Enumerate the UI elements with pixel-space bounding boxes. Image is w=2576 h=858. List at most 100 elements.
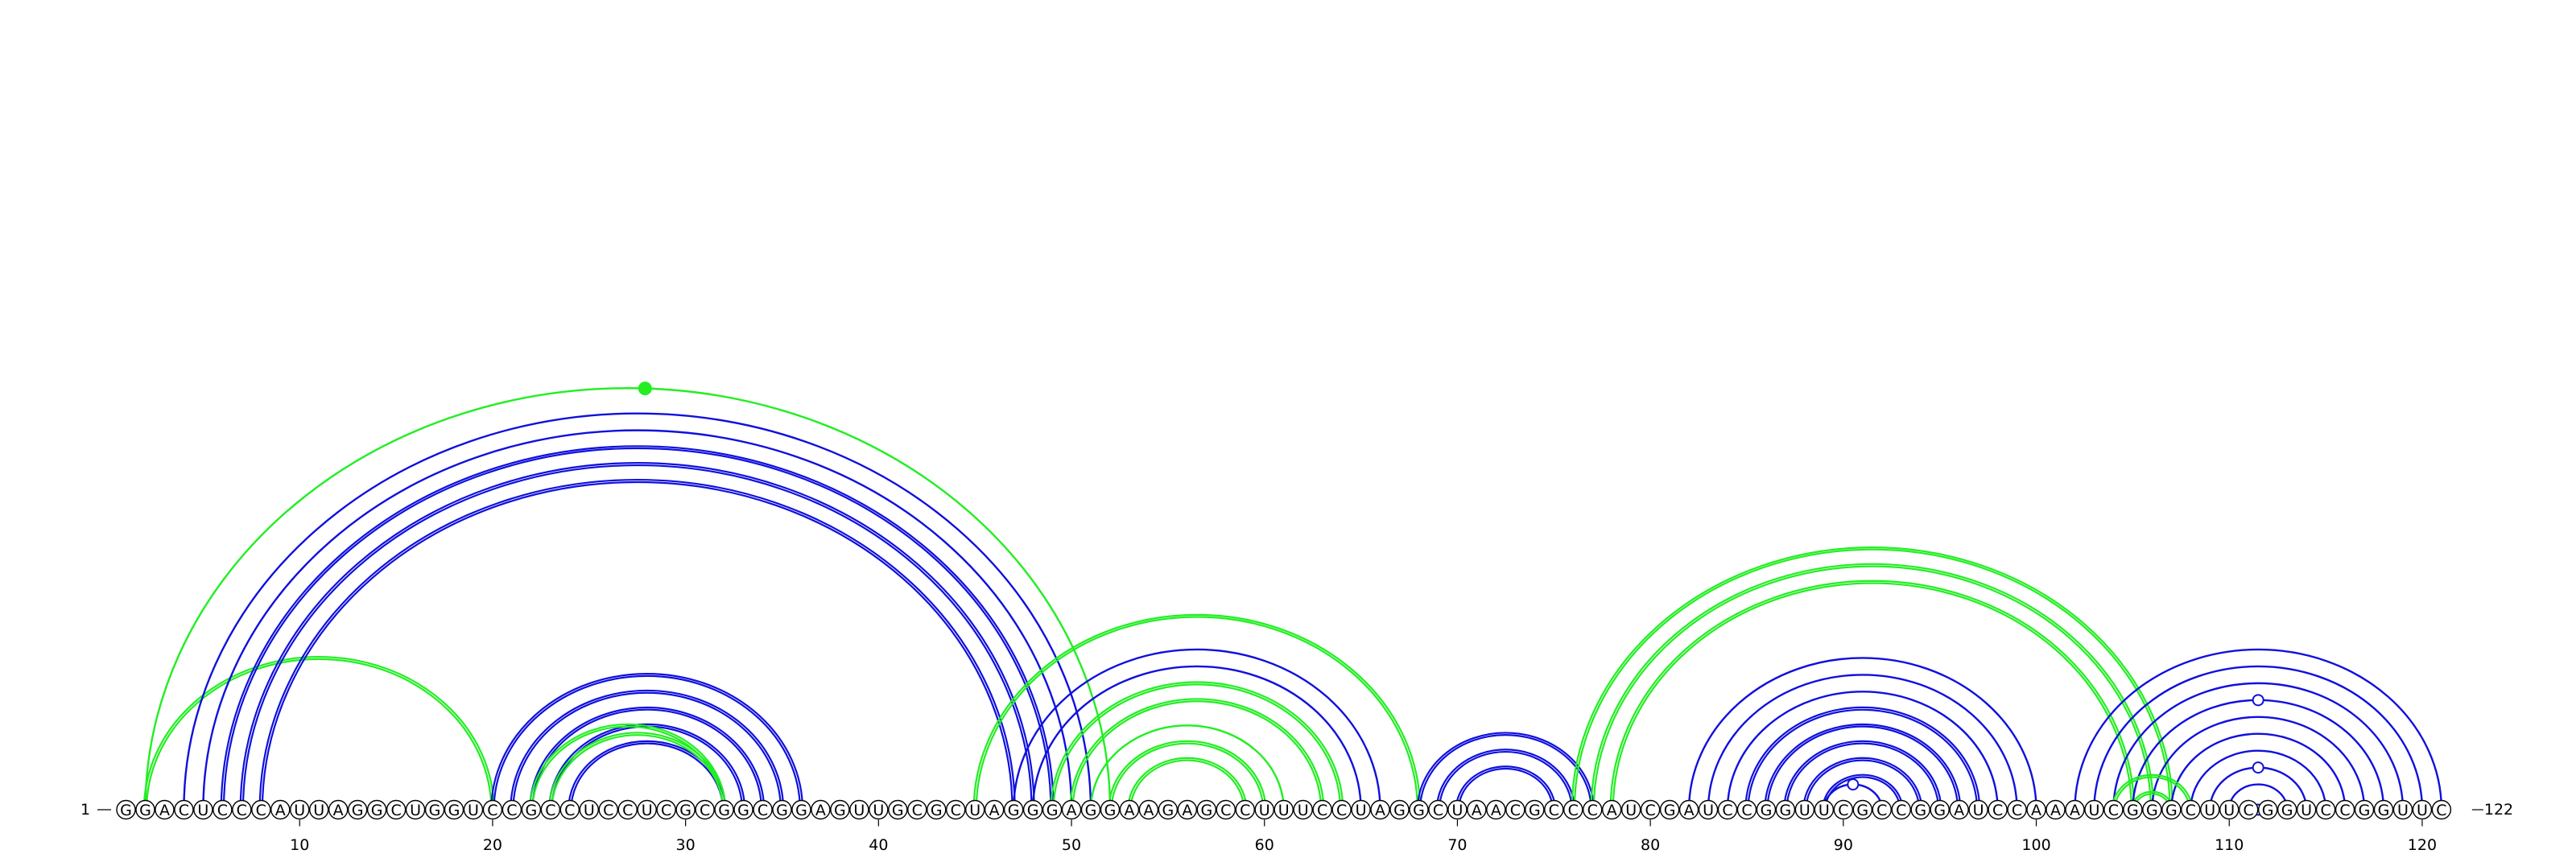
nucleotide-circle xyxy=(270,799,291,820)
nucleotide-circle xyxy=(2084,799,2104,820)
nucleotide-letter: A xyxy=(989,802,1000,819)
nucleotide-circle xyxy=(2161,799,2182,820)
nucleotide-circle xyxy=(1544,799,1564,820)
arc-22-32 xyxy=(531,725,724,811)
nucleotide-90: C xyxy=(1833,799,1854,820)
arc-49-64 xyxy=(1050,681,1344,811)
nucleotide-circle xyxy=(424,799,445,820)
nucleotide-letter: A xyxy=(1491,802,1501,819)
nucleotide-circle xyxy=(637,799,657,820)
nucleotide-letter: A xyxy=(2050,802,2061,819)
nucleotide-120: U xyxy=(2412,799,2433,820)
nucleotide-59: C xyxy=(1235,799,1255,820)
arc-76-107 xyxy=(1571,546,2174,811)
nucleotide-43: G xyxy=(927,799,947,820)
nucleotide-letter: C xyxy=(758,802,768,819)
arc-108-115 xyxy=(2190,749,2327,811)
arc-69-76 xyxy=(1435,749,1575,811)
nucleotide-circle xyxy=(2431,799,2452,820)
nucleotide-circle xyxy=(1447,799,1468,820)
nucleotide-circle xyxy=(2065,799,2085,820)
nucleotide-letter: G xyxy=(2262,802,2274,819)
nucleotide-letter: G xyxy=(2146,802,2158,819)
arc-2-20 xyxy=(145,658,493,811)
nucleotide-81: G xyxy=(1659,799,1680,820)
nucleotide-circle xyxy=(2046,799,2066,820)
nucleotide-letter: C xyxy=(564,802,575,819)
arc-7-48 xyxy=(239,462,1035,811)
nucleotide-113: G xyxy=(2277,799,2297,820)
arc-78-105 xyxy=(1609,580,2136,811)
nucleotide-letter: G xyxy=(526,802,538,819)
nucleotide-letter: A xyxy=(333,802,344,819)
nucleotide-letter: C xyxy=(506,802,517,819)
nucleotide-116: C xyxy=(2334,799,2355,820)
nucleotide-31: C xyxy=(695,799,715,820)
nucleotide-letter: C xyxy=(390,802,401,819)
nucleotide-circle xyxy=(675,799,696,820)
nucleotide-letter: G xyxy=(834,802,846,819)
arc-50-63 xyxy=(1071,700,1323,811)
arc-5-50 xyxy=(202,429,1073,811)
tick-label-20: 20 xyxy=(483,836,502,854)
nucleotide-letter: G xyxy=(1761,802,1773,819)
nucleotide-circle xyxy=(1274,799,1294,820)
nucleotide-circle xyxy=(1583,799,1603,820)
nucleotide-circle xyxy=(579,799,599,820)
arc-86-96 xyxy=(1764,723,1962,811)
arc-marker-3 xyxy=(2252,761,2264,774)
nucleotide-9: A xyxy=(270,799,291,820)
nucleotide-letter: U xyxy=(1259,802,1270,819)
nucleotide-letter: C xyxy=(2108,802,2119,819)
nucleotide-66: A xyxy=(1370,799,1390,820)
nucleotide-letter: C xyxy=(179,802,189,819)
nucleotide-letter: G xyxy=(2165,802,2178,819)
nucleotide-72: A xyxy=(1486,799,1506,820)
arc-23-33 xyxy=(548,723,746,811)
nucleotide-4: C xyxy=(174,799,194,820)
nucleotide-107: G xyxy=(2161,799,2182,820)
tick-label-100: 100 xyxy=(2021,836,2050,854)
nucleotide-71: A xyxy=(1467,799,1487,820)
nucleotide-letter: G xyxy=(1027,802,1039,819)
nucleotide-99: C xyxy=(2007,799,2027,820)
arc-marker-4 xyxy=(2252,694,2264,707)
nucleotide-92: C xyxy=(1872,799,1892,820)
nucleotide-79: U xyxy=(1620,799,1641,820)
nucleotide-letter: A xyxy=(1954,802,1964,819)
nucleotide-circle xyxy=(2238,799,2259,820)
nucleotide-circle xyxy=(2123,799,2143,820)
nucleotide-19: U xyxy=(463,799,484,820)
arc-103-120 xyxy=(2093,665,2424,811)
nucleotide-61: U xyxy=(1274,799,1294,820)
nucleotide-114: U xyxy=(2296,799,2317,820)
nucleotide-letter: U xyxy=(1625,802,1637,819)
nucleotide-27: C xyxy=(617,799,638,820)
nucleotide-circle xyxy=(251,799,271,820)
nucleotide-letter: U xyxy=(969,802,980,819)
nucleotide-circle xyxy=(2277,799,2297,820)
arc-50-63 xyxy=(1069,698,1325,811)
nucleotide-letter: C xyxy=(1433,802,1443,819)
nucleotide-circle xyxy=(405,799,426,820)
nucleotide-circle xyxy=(927,799,947,820)
nucleotide-letter: G xyxy=(1008,802,1020,819)
nucleotide-56: A xyxy=(1177,799,1198,820)
nucleotide-letter: C xyxy=(217,802,228,819)
tick-label-50: 50 xyxy=(1062,836,1081,854)
nucleotide-115: C xyxy=(2315,799,2336,820)
nucleotide-78: A xyxy=(1601,799,1622,820)
arc-86-96 xyxy=(1766,725,1959,811)
nucleotide-103: U xyxy=(2084,799,2104,820)
nucleotide-letter: U xyxy=(468,802,479,819)
nucleotide-circle xyxy=(1138,799,1159,820)
tick-label-40: 40 xyxy=(869,836,888,854)
nucleotide-7: C xyxy=(232,799,252,820)
arc-2-52 xyxy=(144,387,1112,811)
nucleotide-letter: G xyxy=(371,802,383,819)
arc-85-97 xyxy=(1744,706,1981,811)
nucleotide-circle xyxy=(1525,799,1545,820)
sequence-end-label: 122 xyxy=(2484,801,2513,819)
nucleotide-circle xyxy=(907,799,927,820)
